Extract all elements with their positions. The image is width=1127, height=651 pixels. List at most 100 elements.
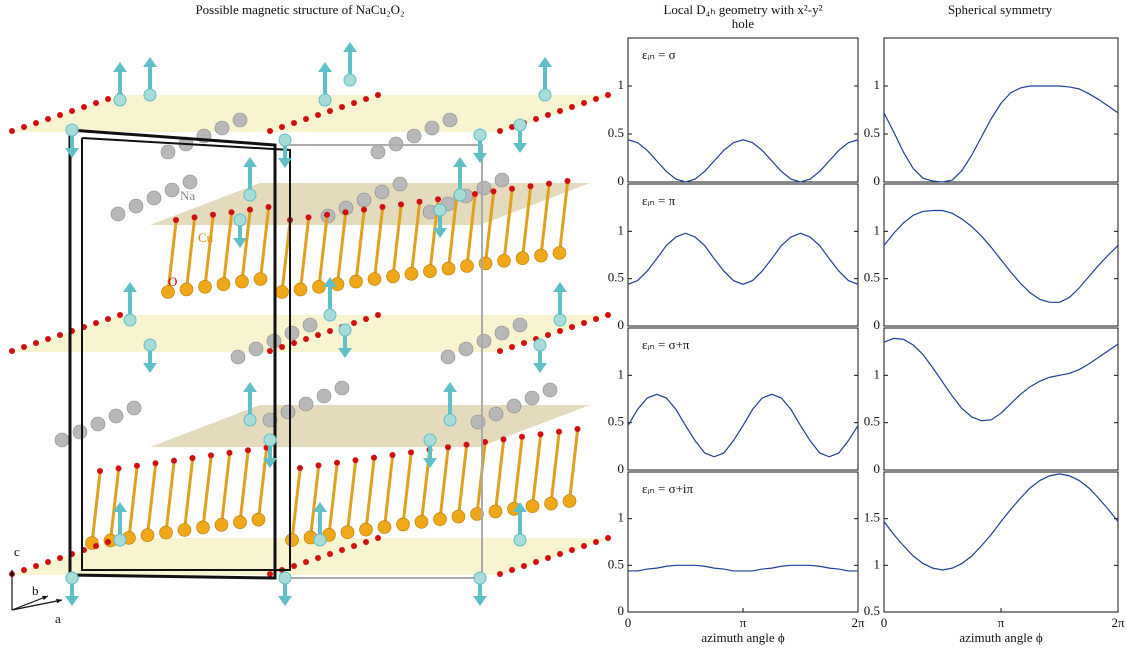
axis-arrow	[11, 595, 49, 611]
red-o	[527, 183, 534, 190]
cu-atom	[233, 515, 247, 530]
cu-atom	[433, 512, 447, 527]
red-o	[9, 348, 15, 354]
spin-arrow	[423, 458, 437, 468]
na-atom	[506, 398, 522, 414]
red-o	[375, 312, 381, 318]
y-tick-label: 0.5	[608, 556, 624, 571]
red-o	[303, 559, 309, 565]
red-o	[472, 191, 478, 197]
red-o	[352, 457, 359, 464]
red-o	[334, 459, 340, 466]
na-atom	[392, 176, 408, 192]
red-o	[509, 124, 515, 130]
rod	[364, 459, 376, 530]
na-atom	[72, 424, 88, 440]
spin-arrow	[473, 596, 487, 606]
y-tick-label: 0.5	[864, 270, 880, 285]
spin-arrow	[338, 348, 352, 358]
red-o	[21, 124, 27, 130]
red-o	[593, 316, 599, 322]
spin-arrow	[113, 502, 127, 512]
cu-atom	[414, 514, 429, 529]
red-o	[339, 547, 345, 553]
cu-atom	[198, 279, 212, 294]
cu-site	[423, 433, 437, 447]
red-o	[389, 452, 396, 458]
red-o	[398, 201, 404, 208]
panel-frame	[883, 37, 1119, 183]
red-o	[375, 92, 381, 98]
na-atom	[494, 172, 510, 188]
red-o	[93, 100, 99, 106]
red-o	[115, 465, 122, 472]
spin-arrow	[243, 382, 257, 392]
plane	[10, 95, 612, 132]
na-atom	[476, 180, 492, 196]
cu-atom	[396, 517, 410, 532]
red-o	[605, 312, 611, 318]
cu-atom	[451, 509, 466, 524]
x-axis-label: azimuth angle ϕ	[701, 630, 785, 645]
rod	[299, 219, 310, 290]
red-o	[21, 567, 27, 573]
cu-site	[243, 188, 257, 202]
rod	[240, 211, 252, 282]
red-o	[371, 454, 377, 461]
spin-arrow	[233, 238, 247, 248]
cu-site	[113, 93, 127, 107]
cu-site	[318, 93, 332, 107]
cu-site	[338, 323, 352, 337]
cu-site	[278, 571, 292, 585]
line-series	[628, 564, 858, 572]
y-tick-label: 0	[874, 461, 881, 476]
cu-atom	[470, 507, 484, 521]
red-o	[557, 328, 563, 334]
axis-arrow	[56, 598, 62, 604]
x-axis-label: azimuth angle ϕ	[959, 630, 1043, 645]
cu-atom	[367, 272, 382, 286]
red-o	[339, 104, 345, 110]
rod	[290, 469, 302, 541]
rod	[201, 457, 213, 528]
line-series	[883, 473, 1119, 571]
rod	[109, 470, 120, 541]
red-o	[574, 426, 581, 432]
na-atom	[164, 182, 180, 198]
cu-atom	[216, 277, 231, 292]
na-atom	[302, 317, 318, 333]
rod	[220, 454, 231, 525]
cu-atom	[293, 282, 308, 297]
cu-site	[533, 338, 547, 352]
rod	[401, 454, 413, 525]
cu-site	[123, 313, 137, 327]
red-o	[226, 449, 233, 456]
y-tick-label: 1	[618, 77, 625, 92]
red-o	[605, 535, 611, 541]
line-series	[883, 209, 1119, 303]
cu-site	[513, 533, 527, 547]
red-o	[315, 555, 321, 561]
red-o	[134, 462, 140, 469]
spin-arrow	[533, 363, 547, 373]
cell-box	[81, 137, 291, 571]
plane	[10, 538, 612, 575]
red-o	[93, 543, 99, 549]
red-o	[305, 214, 312, 221]
cu-atom	[404, 266, 419, 281]
cu-atom	[177, 523, 192, 537]
red-o	[93, 320, 99, 326]
red-o	[351, 320, 357, 326]
axis-label: c	[14, 544, 20, 559]
cu-atom	[377, 520, 392, 534]
structure-labels: Na Cu O a b c	[14, 188, 214, 626]
axis-label: a	[55, 611, 61, 626]
na-atom	[230, 349, 246, 365]
red-o	[375, 535, 381, 541]
cell-box	[68, 128, 277, 580]
panel-frame	[883, 471, 1119, 613]
rod	[164, 462, 176, 533]
rod	[259, 208, 270, 280]
na-atom	[494, 325, 510, 341]
